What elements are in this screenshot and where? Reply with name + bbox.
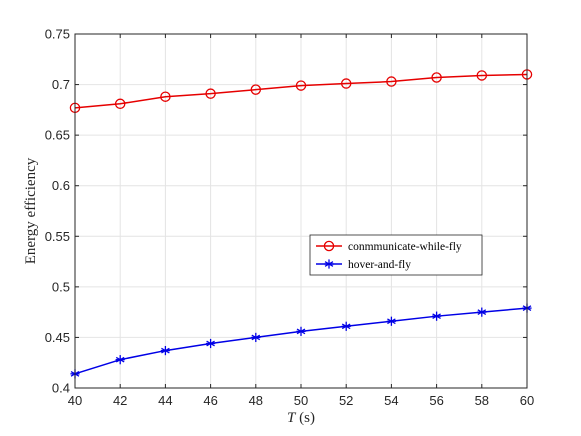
circle-marker	[250, 84, 262, 95]
plot-frame	[74, 33, 528, 389]
series-line	[74, 73, 528, 109]
circle-marker	[205, 88, 216, 99]
asterisk-marker	[296, 326, 306, 336]
x-tick-label: 42	[113, 393, 127, 408]
y-tick-label: 0.55	[45, 229, 70, 244]
axes	[74, 33, 528, 389]
asterisk-marker	[251, 332, 261, 343]
x-tick-label: 44	[158, 393, 172, 408]
y-tick-label: 0.4	[52, 381, 70, 396]
asterisk-marker	[206, 338, 216, 349]
circle-marker	[114, 98, 126, 110]
y-tick-label: 0.75	[45, 27, 70, 42]
x-tick-label: 50	[294, 393, 308, 408]
x-tick-label: 40	[68, 393, 82, 408]
legend-label: conmmunicate-while-fly	[348, 241, 462, 253]
asterisk-marker	[160, 345, 170, 356]
y-tick-label: 0.7	[52, 77, 70, 92]
asterisk-marker	[115, 355, 125, 365]
asterisk-marker	[386, 316, 396, 326]
x-tick-label: 48	[249, 393, 263, 408]
legend: conmmunicate-while-fly hover-and-fly	[309, 234, 483, 276]
circle-marker	[323, 240, 335, 252]
asterisk-marker	[341, 321, 351, 331]
legend-item: conmmunicate-while-fly	[316, 240, 462, 253]
x-tick-label: 58	[475, 393, 489, 408]
legend-label: hover-and-fly	[348, 259, 411, 271]
legend-item: hover-and-fly	[316, 259, 411, 271]
legend-box	[309, 234, 483, 276]
y-tick-label: 0.5	[52, 279, 70, 294]
tick-labels: 40 42 44 46 48 50 52 54 56 58 60 0.4 0.45 0.5 0.55 0.6 0…	[45, 27, 535, 409]
x-axis-label: T (s)	[287, 410, 315, 426]
x-tick-label: 60	[520, 393, 534, 408]
circle-marker	[160, 91, 171, 102]
y-axis-label: Energy efficiency	[23, 157, 39, 264]
circle-marker	[295, 80, 307, 91]
x-tick-label: 52	[339, 393, 353, 408]
x-tick-label: 54	[384, 393, 398, 408]
asterisk-marker	[324, 259, 334, 269]
circle-marker	[386, 76, 397, 87]
circle-marker	[431, 72, 442, 83]
y-tick-label: 0.6	[52, 178, 70, 193]
asterisk-marker	[477, 307, 487, 317]
asterisk-marker	[432, 311, 442, 321]
x-tick-label: 46	[203, 393, 217, 408]
y-tick-label: 0.65	[45, 128, 70, 143]
x-tick-label: 56	[429, 393, 443, 408]
circle-marker	[340, 78, 352, 89]
y-tick-label: 0.45	[45, 330, 70, 345]
series-communicate-while-fly	[69, 69, 533, 114]
circle-marker	[476, 70, 488, 81]
